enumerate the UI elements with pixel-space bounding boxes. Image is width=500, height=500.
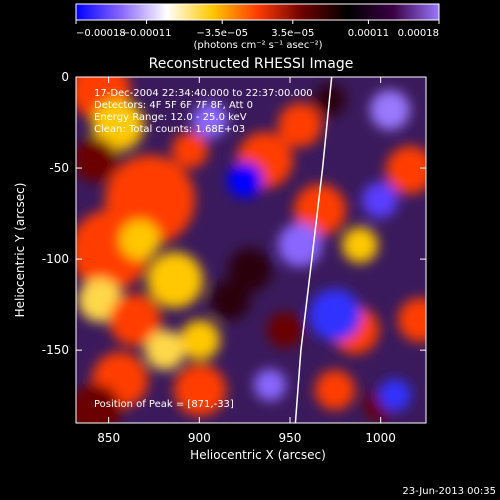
- x-tick-label: 850: [97, 431, 120, 445]
- intensity-blob: [145, 330, 185, 370]
- intensity-blob: [120, 220, 160, 260]
- solar-limb-curve: [294, 77, 333, 423]
- plot-frame: [75, 76, 427, 424]
- annotation-line: 17-Dec-2004 22:34:40.000 to 22:37:00.000: [94, 88, 313, 99]
- intensity-blob: [386, 146, 426, 194]
- colorbar-unit-label: (photons cm⁻² s⁻¹ asec⁻²): [193, 40, 322, 51]
- annotation-line: Energy Range: 12.0 - 25.0 keV: [94, 112, 247, 123]
- image-area: [76, 77, 426, 423]
- intensity-blob: [76, 384, 121, 423]
- colorbar-tick-label: −0.00011: [122, 28, 172, 39]
- annotation-line: Clean: Total counts: 1.68E+03: [94, 124, 245, 135]
- annotation-line: Detectors: 4F 5F 6F 7F 8F, Att 0: [94, 100, 253, 111]
- intensity-blob: [278, 103, 322, 147]
- intensity-blob: [315, 370, 355, 410]
- intensity-blob: [379, 379, 411, 411]
- intensity-blob: [398, 298, 426, 342]
- colorbar-tick-label: 0.00011: [348, 28, 389, 39]
- intensity-blob: [254, 369, 286, 401]
- intensity-blob: [174, 364, 226, 416]
- x-tick-label: 900: [188, 431, 211, 445]
- intensity-blob: [362, 182, 398, 218]
- intensity-blob: [370, 90, 410, 130]
- colorbar-tick-label: −3.5e−05: [196, 28, 248, 39]
- peak-position-label: Position of Peak = [871,-33]: [94, 399, 234, 410]
- colorbar-ticks: −0.00018−0.00011 −3.5e−05 3.5e−05 0.00011 0.…: [75, 20, 440, 39]
- y-tick-label: 0: [61, 70, 69, 84]
- colorbar-tick-label: 0.00018: [398, 28, 439, 39]
- intensity-blob: [267, 312, 303, 348]
- x-axis-label: Heliocentric X (arcsec): [190, 448, 326, 462]
- intensity-blob: [294, 184, 346, 236]
- x-tick-label: 1000: [365, 431, 396, 445]
- annotations: 17-Dec-2004 22:34:40.000 to 22:37:00.000…: [94, 88, 313, 410]
- intensity-blob: [172, 132, 208, 168]
- x-tick-label: 950: [279, 431, 302, 445]
- intensity-blob: [76, 138, 117, 182]
- colorbar-tick-label: −0.00018: [76, 28, 126, 39]
- y-axis: 0 -50 -100 -150: [42, 70, 426, 357]
- intensity-blob: [180, 320, 220, 360]
- y-axis-label: Heliocentric Y (arcsec): [13, 183, 27, 318]
- intensity-blob: [147, 252, 203, 308]
- intensity-blob: [92, 99, 144, 151]
- y-tick-label: -50: [49, 161, 69, 175]
- x-axis: 850 900 950 1000: [97, 77, 396, 445]
- colorbar: [75, 3, 440, 21]
- chart-title: Reconstructed RHESSI Image: [149, 56, 354, 72]
- intensity-blob: [227, 162, 263, 198]
- intensity-blob: [342, 227, 378, 263]
- intensity-blob: [192, 102, 228, 138]
- intensity-blob: [278, 223, 322, 267]
- y-tick-label: -100: [42, 252, 69, 266]
- intensity-blob: [210, 280, 250, 320]
- intensity-blob: [309, 289, 361, 341]
- intensity-blob: [109, 294, 161, 346]
- y-tick-label: -150: [42, 343, 69, 357]
- timestamp: 23-Jun-2013 00:35: [402, 486, 496, 497]
- intensity-blob: [228, 248, 272, 292]
- colorbar-tick-label: 3.5e−05: [271, 28, 314, 39]
